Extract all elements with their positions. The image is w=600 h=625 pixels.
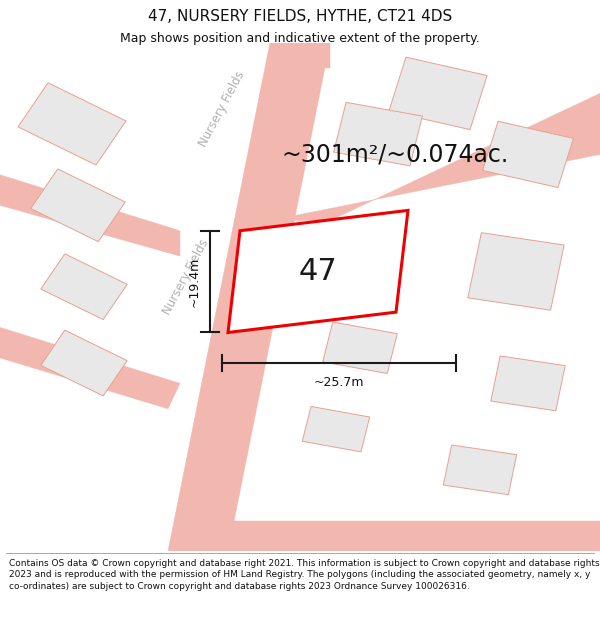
Polygon shape bbox=[482, 121, 574, 188]
Text: Nursery Fields: Nursery Fields bbox=[161, 236, 211, 316]
Polygon shape bbox=[334, 102, 422, 166]
Polygon shape bbox=[31, 169, 125, 242]
Polygon shape bbox=[168, 42, 330, 551]
Polygon shape bbox=[41, 254, 127, 319]
Text: ~19.4m: ~19.4m bbox=[188, 256, 201, 307]
Polygon shape bbox=[302, 406, 370, 452]
Text: ~301m²/~0.074ac.: ~301m²/~0.074ac. bbox=[282, 142, 509, 166]
Polygon shape bbox=[323, 322, 397, 374]
Polygon shape bbox=[270, 93, 600, 221]
Text: ~25.7m: ~25.7m bbox=[314, 376, 364, 389]
Polygon shape bbox=[491, 356, 565, 411]
Polygon shape bbox=[0, 328, 180, 409]
Polygon shape bbox=[329, 236, 403, 287]
Polygon shape bbox=[41, 330, 127, 396]
Text: Contains OS data © Crown copyright and database right 2021. This information is : Contains OS data © Crown copyright and d… bbox=[9, 559, 599, 591]
Polygon shape bbox=[18, 82, 126, 165]
Polygon shape bbox=[294, 42, 330, 68]
Text: 47: 47 bbox=[299, 257, 337, 286]
Text: 47, NURSERY FIELDS, HYTHE, CT21 4DS: 47, NURSERY FIELDS, HYTHE, CT21 4DS bbox=[148, 9, 452, 24]
Polygon shape bbox=[389, 57, 487, 129]
Polygon shape bbox=[468, 232, 564, 310]
Polygon shape bbox=[443, 445, 517, 495]
Text: Nursery Fields: Nursery Fields bbox=[197, 69, 247, 149]
Text: Map shows position and indicative extent of the property.: Map shows position and indicative extent… bbox=[120, 32, 480, 45]
Polygon shape bbox=[0, 175, 180, 256]
Polygon shape bbox=[228, 211, 408, 332]
Polygon shape bbox=[228, 521, 600, 551]
